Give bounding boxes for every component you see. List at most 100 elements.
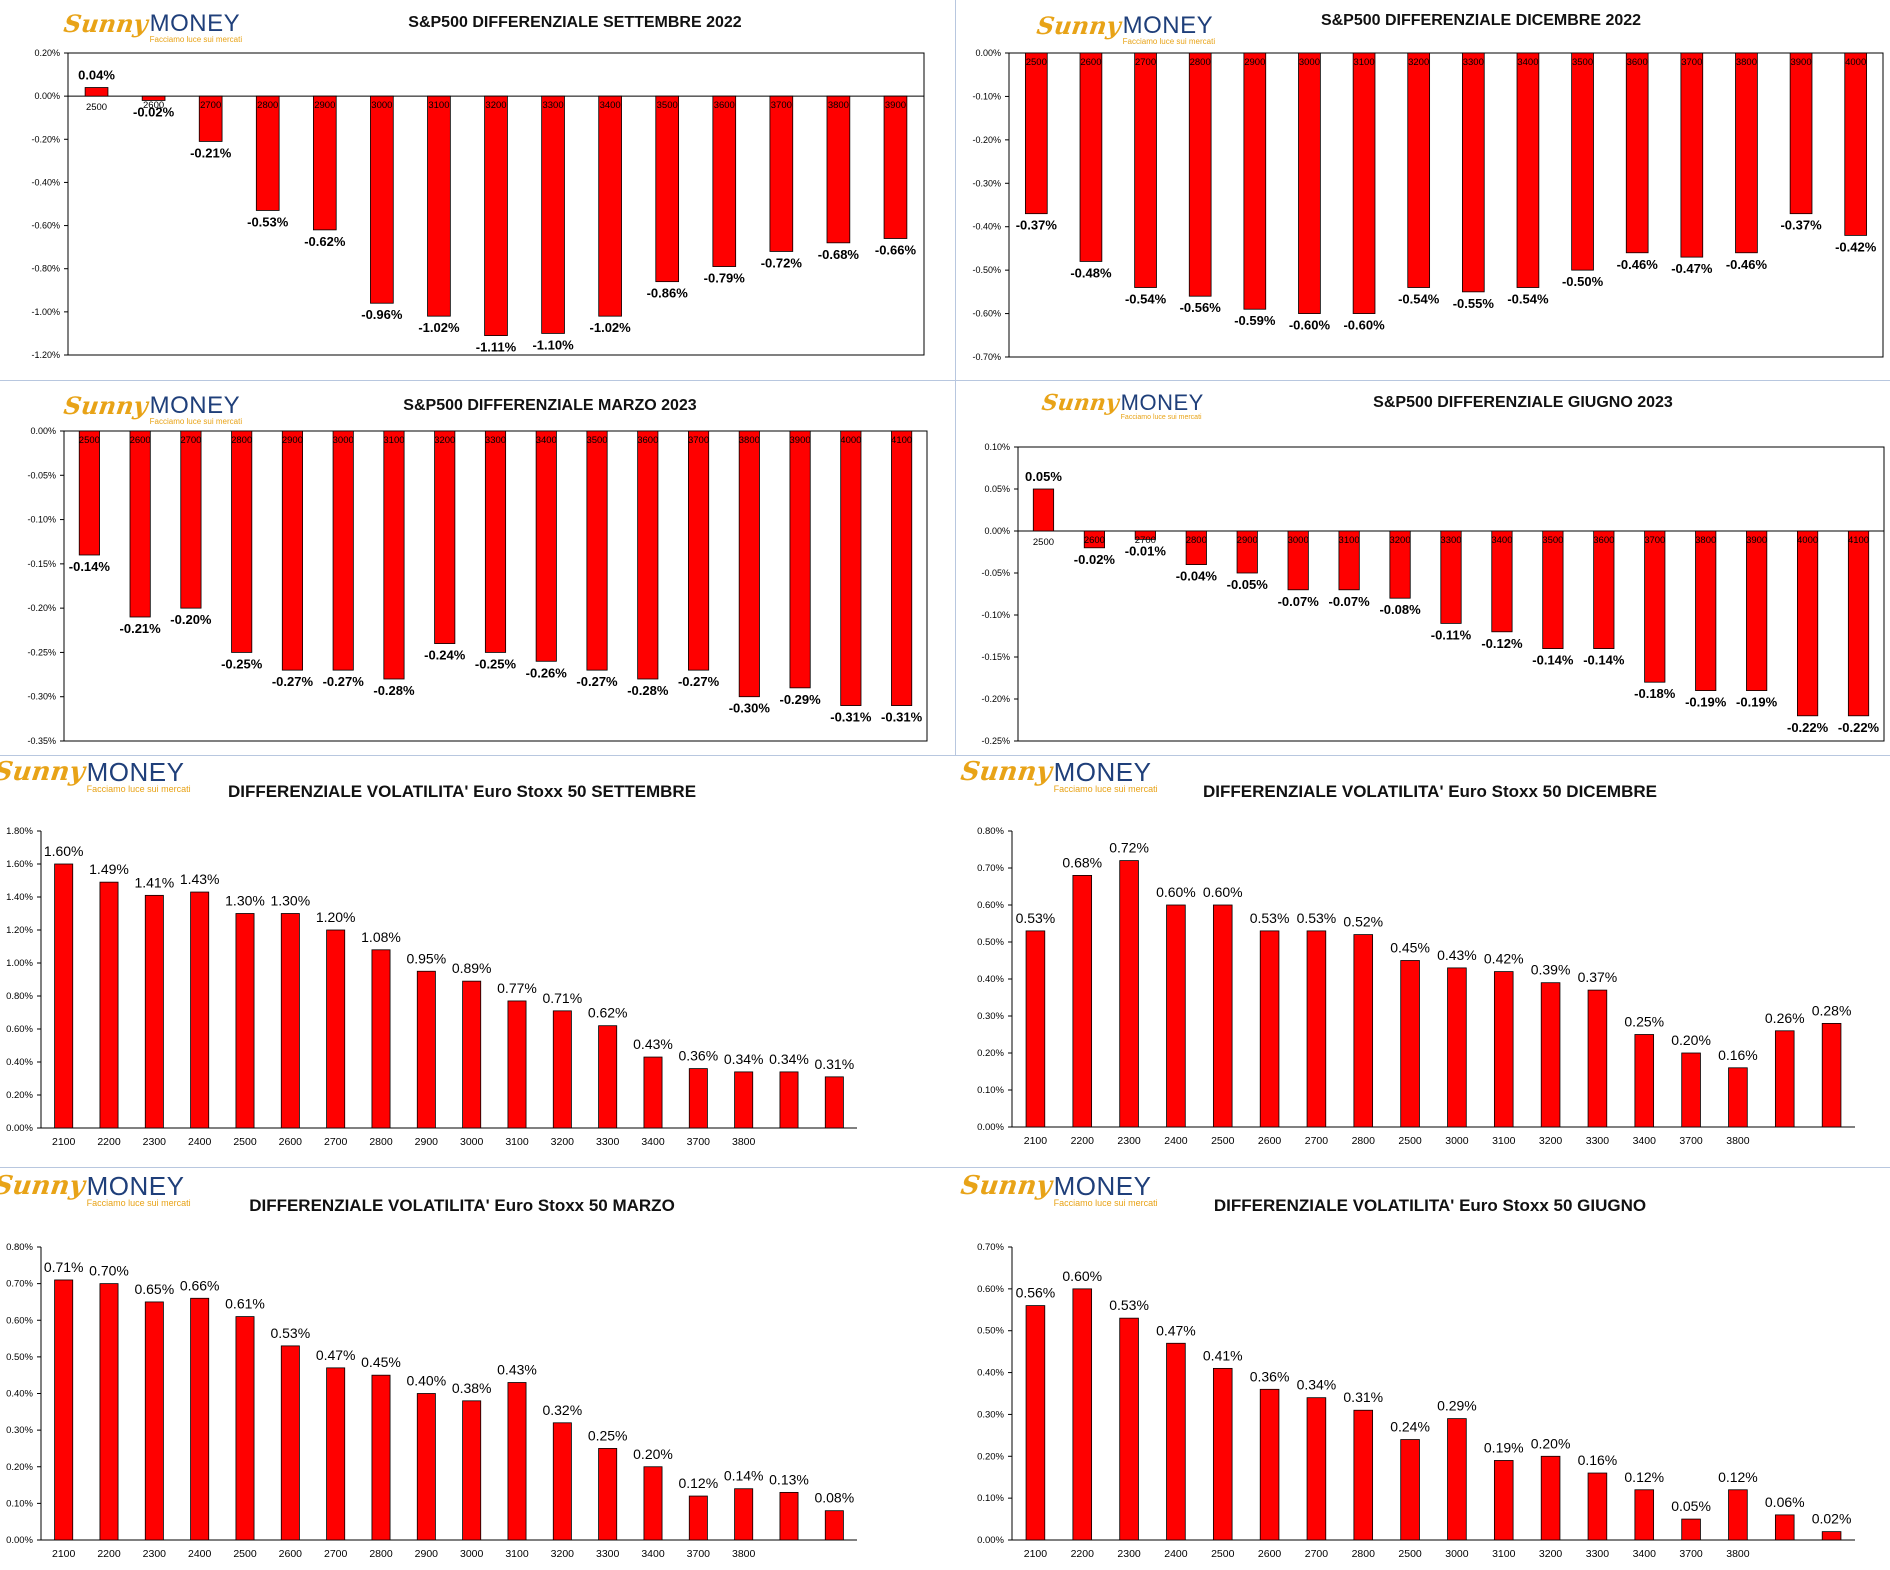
x-category-label: 2900 xyxy=(314,100,335,111)
plot-frame xyxy=(1008,52,1884,358)
x-category-label: 3800 xyxy=(732,1548,756,1560)
y-tick-label: 0.20% xyxy=(977,1451,1004,1462)
y-tick-label: -0.05% xyxy=(981,568,1010,578)
data-label: -0.47% xyxy=(1671,261,1713,276)
y-tick-label: -0.15% xyxy=(27,559,56,569)
data-label: -0.46% xyxy=(1726,257,1768,272)
chart-title: DIFFERENZIALE VOLATILITA' Euro Stoxx 50 … xyxy=(1213,1196,1647,1215)
x-category-label: 2100 xyxy=(1024,1548,1048,1560)
data-label: -0.22% xyxy=(1838,720,1880,735)
data-label: 0.02% xyxy=(1812,1511,1852,1527)
bar xyxy=(840,430,862,706)
bar xyxy=(1083,530,1105,549)
bar xyxy=(1306,930,1327,1128)
logo-money-text: MONEY xyxy=(149,10,241,37)
x-category-label: 3000 xyxy=(1288,535,1309,546)
bar xyxy=(734,1071,754,1129)
logo-tagline: Facciamo luce sui mercati xyxy=(86,784,191,794)
x-category-label: 2300 xyxy=(143,1136,167,1148)
bar xyxy=(1847,530,1870,717)
y-tick-label: 0.20% xyxy=(6,1462,33,1473)
y-tick-label: 1.80% xyxy=(6,826,33,837)
bar xyxy=(1680,52,1704,258)
x-category-label: 2700 xyxy=(324,1548,348,1560)
data-label: -0.14% xyxy=(69,559,111,574)
data-label: -0.54% xyxy=(1507,292,1549,307)
bar xyxy=(1844,52,1868,236)
data-label: 0.53% xyxy=(270,1325,310,1341)
data-label: 0.38% xyxy=(452,1380,492,1396)
data-label: -0.18% xyxy=(1634,686,1676,701)
y-tick-label: 0.60% xyxy=(6,1315,33,1326)
data-label: 0.12% xyxy=(1718,1469,1758,1485)
data-label: 0.52% xyxy=(1343,914,1383,930)
x-category-label: 2800 xyxy=(257,100,278,111)
y-tick-label: 0.30% xyxy=(977,1011,1004,1022)
x-category-label: 3300 xyxy=(1586,1548,1610,1560)
x-category-label: 3300 xyxy=(485,435,506,446)
x-category-label: 2500 xyxy=(1026,57,1047,68)
chart-panel-sp500-settembre-2022: Sunny MONEY Facciamo luce sui mercati S&P… xyxy=(0,0,955,378)
data-label: 0.71% xyxy=(44,1259,84,1275)
bar xyxy=(1774,1514,1795,1541)
separator-column xyxy=(955,0,956,755)
bar xyxy=(598,1025,618,1129)
bar xyxy=(1166,904,1186,1128)
x-category-label: 2500 xyxy=(86,102,107,113)
x-category-label: 2400 xyxy=(1164,1548,1188,1560)
x-category-label: 3200 xyxy=(434,435,455,446)
data-label: 0.77% xyxy=(497,980,537,996)
data-label: -0.60% xyxy=(1289,318,1331,333)
x-category-label: 2500 xyxy=(233,1548,257,1560)
logo-tagline: Facciamo luce sui mercati xyxy=(149,417,243,426)
data-label: -0.62% xyxy=(304,234,346,249)
y-tick-label: 0.20% xyxy=(977,1048,1004,1059)
data-label: 0.62% xyxy=(588,1005,628,1021)
logo-money-text: MONEY xyxy=(1053,757,1152,787)
x-category-label: 2500 xyxy=(1398,1135,1422,1147)
x-category-label: 2500 xyxy=(79,435,100,446)
data-label: -0.50% xyxy=(1562,274,1604,289)
bar xyxy=(1491,530,1513,633)
data-label: -0.02% xyxy=(1074,552,1116,567)
logo-tagline: Facciamo luce sui mercati xyxy=(86,1198,191,1208)
x-category-label: 3500 xyxy=(586,435,607,446)
y-tick-label: 0.10% xyxy=(977,1493,1004,1504)
data-label: 0.25% xyxy=(1624,1014,1664,1030)
bar xyxy=(129,430,151,618)
x-category-label: 4000 xyxy=(1845,57,1866,68)
x-category-label: 3300 xyxy=(596,1548,620,1560)
bar xyxy=(312,95,337,231)
x-category-label: 3900 xyxy=(885,100,906,111)
data-label: -0.14% xyxy=(1532,653,1574,668)
sunny-money-logo: Sunny MONEY Facciamo luce sui mercati xyxy=(62,391,243,426)
bar xyxy=(1774,1030,1795,1128)
data-label: -0.05% xyxy=(1227,577,1269,592)
y-tick-label: 0.60% xyxy=(977,900,1004,911)
bar xyxy=(1746,530,1768,692)
x-category-label: 3700 xyxy=(687,1136,711,1148)
y-tick-label: -0.20% xyxy=(27,603,56,613)
data-label: -0.46% xyxy=(1617,257,1659,272)
x-category-label: 3200 xyxy=(1389,535,1410,546)
data-label: 0.24% xyxy=(1390,1419,1430,1435)
y-tick-label: 1.40% xyxy=(6,892,33,903)
x-category-label: 3000 xyxy=(371,100,392,111)
plot-frame xyxy=(67,52,925,356)
data-label: -0.12% xyxy=(1481,636,1523,651)
x-category-label: 3100 xyxy=(1353,57,1374,68)
bar xyxy=(416,1393,436,1541)
data-label: 0.26% xyxy=(1765,1010,1805,1026)
y-tick-label: 0.30% xyxy=(6,1425,33,1436)
bar xyxy=(637,430,659,680)
x-category-label: 2700 xyxy=(324,1136,348,1148)
data-label: 0.53% xyxy=(1016,910,1056,926)
x-category-label: 3100 xyxy=(1492,1135,1516,1147)
data-label: 0.16% xyxy=(1718,1047,1758,1063)
x-category-label: 3900 xyxy=(790,435,811,446)
data-label: -0.28% xyxy=(373,683,415,698)
bar xyxy=(1243,52,1267,310)
chart-title: S&P500 DIFFERENZIALE MARZO 2023 xyxy=(403,397,697,414)
y-tick-label: -0.15% xyxy=(981,652,1010,662)
bar xyxy=(190,891,210,1129)
